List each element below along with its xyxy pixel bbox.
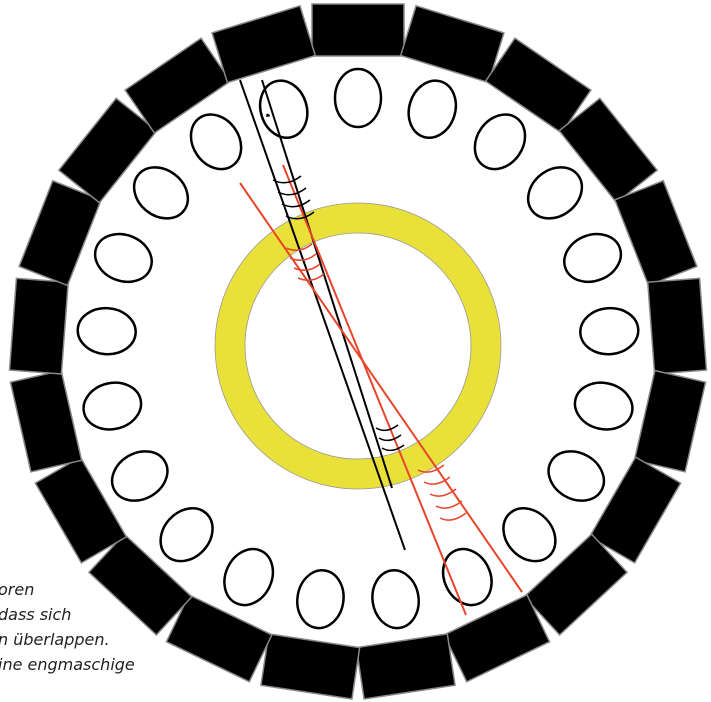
crystal-tooth xyxy=(296,569,345,630)
detector-block xyxy=(57,97,158,204)
detector-block xyxy=(646,277,708,375)
crystal-tooth xyxy=(159,507,214,563)
arc-tick xyxy=(277,187,307,196)
crystal-tooth xyxy=(189,113,243,171)
arc-tick xyxy=(266,113,270,117)
detector-module xyxy=(9,369,143,473)
arc-tick xyxy=(289,253,317,261)
detector-module xyxy=(211,4,317,139)
crystal-tooth xyxy=(547,450,606,502)
arc-tick xyxy=(285,243,313,251)
detector-block xyxy=(8,277,70,375)
crystal-tooth xyxy=(333,67,383,129)
detector-block xyxy=(165,593,273,683)
arc-tick xyxy=(435,500,463,509)
arc-tick xyxy=(378,434,402,442)
detector-module xyxy=(563,179,698,287)
detector-block xyxy=(311,3,405,57)
detector-module xyxy=(573,369,707,473)
crystal-tooth xyxy=(502,507,557,563)
crystal-tooth xyxy=(132,166,190,220)
crystal-tooth xyxy=(258,79,309,139)
crystal-tooth xyxy=(93,232,153,284)
detector-block xyxy=(9,369,83,473)
caption: oren dass sich n überlappen. ine engmasc… xyxy=(0,580,135,674)
detector-block xyxy=(399,4,505,84)
detector-module xyxy=(8,277,137,375)
arc-tick xyxy=(423,476,451,485)
arc-tick xyxy=(285,211,315,220)
detector-block xyxy=(34,456,128,564)
crystal-tooth xyxy=(441,547,493,607)
detector-module xyxy=(579,277,708,375)
detector-block xyxy=(588,456,682,564)
ring-outer-edge xyxy=(214,202,502,490)
yellow-ring xyxy=(215,203,501,489)
detector-block xyxy=(211,4,317,84)
crystal-tooth xyxy=(473,113,527,171)
detector-block xyxy=(443,593,551,683)
detector-block xyxy=(124,37,232,135)
detector-module xyxy=(502,507,629,636)
arc-tick xyxy=(381,444,405,452)
crystal-tooth xyxy=(82,381,143,431)
crystal-tooth xyxy=(407,79,458,139)
crystal-tooth xyxy=(371,569,420,630)
detector-block xyxy=(484,37,592,135)
red-line xyxy=(282,164,467,616)
detector-module xyxy=(399,4,505,139)
arc-tick xyxy=(375,424,399,432)
crystal-tooth xyxy=(223,547,275,607)
caption-line: ine engmaschige xyxy=(0,655,135,674)
detector-block xyxy=(260,633,361,700)
caption-line: n überlappen. xyxy=(0,630,110,649)
detector-block xyxy=(633,369,707,473)
arc-tick xyxy=(429,488,457,497)
arc-tick xyxy=(272,175,302,184)
crystal-tooth xyxy=(563,232,623,284)
detector-block xyxy=(87,533,193,636)
detector-module xyxy=(260,569,361,700)
arc-ticks xyxy=(266,113,467,521)
ring-inner-edge xyxy=(244,232,472,460)
red-line xyxy=(239,182,523,593)
detector-module xyxy=(34,450,169,564)
caption-line: oren xyxy=(0,580,34,599)
detector-block xyxy=(558,97,659,204)
crystal-tooth xyxy=(573,381,634,431)
crystal-tooth xyxy=(110,450,169,502)
detector-module xyxy=(547,450,682,564)
crystal-tooth xyxy=(579,306,640,356)
detector-ring xyxy=(8,3,708,700)
detector-module xyxy=(526,97,659,220)
detector-block xyxy=(18,179,103,287)
arc-tick xyxy=(281,199,311,208)
detector-module xyxy=(87,507,214,636)
black-line xyxy=(239,79,406,551)
detector-block xyxy=(523,533,629,636)
crystal-tooth xyxy=(76,306,137,356)
detector-module xyxy=(57,97,190,220)
crystal-tooth xyxy=(526,166,584,220)
detector-module xyxy=(124,37,243,171)
arc-tick xyxy=(417,464,445,473)
detector-module xyxy=(311,3,405,129)
detector-module xyxy=(18,179,153,287)
detector-block xyxy=(355,633,456,700)
arc-tick xyxy=(439,512,467,521)
black-line xyxy=(261,79,393,489)
caption-line: dass sich xyxy=(0,605,71,624)
detector-module xyxy=(165,547,275,683)
arc-tick xyxy=(293,263,321,271)
detector-module xyxy=(473,37,592,171)
detector-module xyxy=(355,569,456,700)
arc-tick xyxy=(297,273,325,281)
detector-block xyxy=(613,179,698,287)
